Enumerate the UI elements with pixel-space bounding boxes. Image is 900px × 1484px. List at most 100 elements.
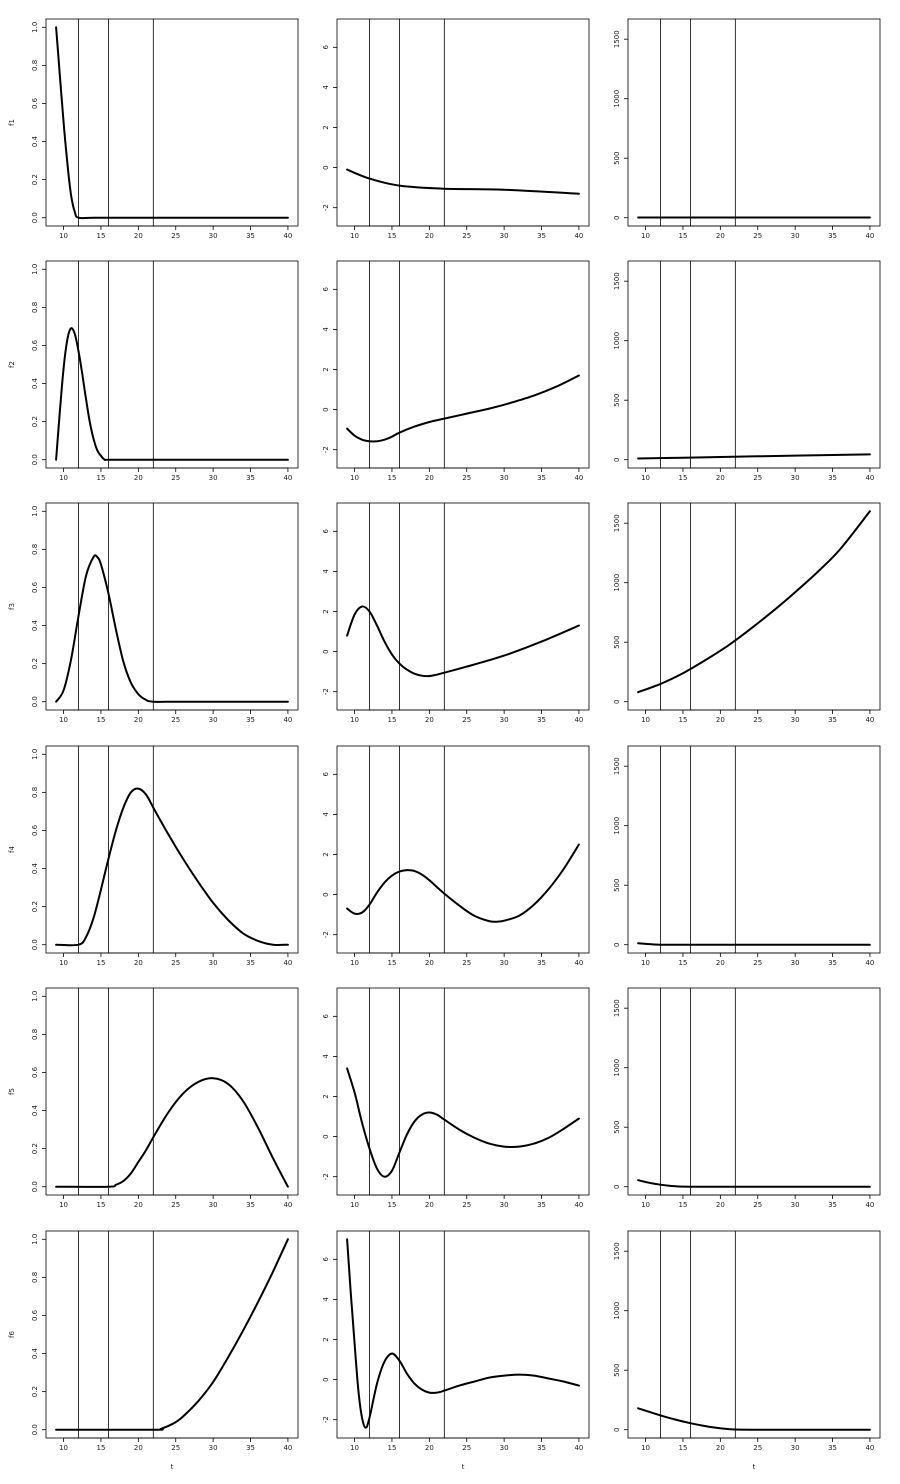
x-tick-label: 30 (500, 1444, 509, 1452)
panel-r2-c3: 10 15 20 25 30 35 40 0 500 1000 1500 (613, 260, 881, 482)
x-tick-label: 30 (209, 474, 218, 482)
y-tick-label: 6 (322, 1257, 330, 1262)
x-tick-label: 25 (753, 1444, 762, 1452)
x-tick-label: 25 (462, 474, 471, 482)
y-tick-label: 1500 (613, 272, 621, 290)
x-tick-label: 40 (574, 1201, 583, 1209)
plot-frame (627, 18, 881, 227)
y-tick-label: 0 (613, 1427, 621, 1431)
y-tick-label: 0.8 (31, 544, 39, 555)
y-tick-label: 2 (322, 1337, 330, 1341)
y-tick-label: 1500 (613, 999, 621, 1017)
x-tick-label: 30 (500, 1201, 509, 1209)
y-tick-label: 500 (613, 636, 621, 649)
y-tick-label: 0.4 (31, 135, 39, 147)
y-tick-label: 1000 (613, 574, 621, 592)
y-tick-label: 1500 (613, 1242, 621, 1260)
series-line-f1-col2 (346, 168, 580, 195)
y-tick-label: 0.6 (31, 1066, 39, 1078)
x-tick-label: 20 (716, 1201, 725, 1209)
y-tick-label: 1500 (613, 514, 621, 532)
x-axis-label: t (171, 1463, 174, 1471)
y-tick-label: 0 (613, 457, 621, 461)
x-tick-label: 10 (350, 1201, 359, 1209)
x-tick-label: 35 (537, 232, 546, 240)
panel-r1-c3: 10 15 20 25 30 35 40 0 500 1000 1500 (613, 18, 881, 240)
y-tick-label: 6 (322, 45, 330, 50)
y-tick-label: 0.0 (31, 939, 39, 950)
x-tick-label: 10 (641, 716, 650, 724)
x-tick-label: 40 (865, 716, 874, 724)
y-tick-label: 1.0 (31, 506, 39, 517)
y-tick-label: 0.0 (31, 454, 39, 465)
y-tick-label: -2 (322, 204, 330, 211)
x-tick-label: 40 (865, 959, 874, 967)
y-tick-label: 0.6 (31, 824, 39, 836)
x-tick-label: 40 (865, 232, 874, 240)
x-tick-label: 35 (537, 1201, 546, 1209)
x-tick-label: 35 (246, 474, 255, 482)
y-tick-label: 0.8 (31, 787, 39, 798)
x-tick-label: 40 (574, 1444, 583, 1452)
panel-r3-c3: 10 15 20 25 30 35 40 0 500 1000 1500 (613, 502, 881, 724)
series-line-f5-col2 (346, 1067, 580, 1178)
y-tick-label: 4 (322, 1297, 330, 1302)
x-tick-label: 35 (246, 232, 255, 240)
x-tick-label: 35 (246, 1444, 255, 1452)
y-tick-label: 6 (322, 287, 330, 292)
x-tick-label: 15 (678, 474, 687, 482)
y-tick-label: 4 (322, 812, 330, 817)
x-tick-label: 20 (134, 232, 143, 240)
plot-frame (45, 18, 299, 227)
x-tick-label: 25 (753, 716, 762, 724)
x-tick-label: 30 (500, 474, 509, 482)
x-tick-label: 40 (283, 716, 292, 724)
y-tick-label: 0 (322, 1377, 330, 1381)
y-tick-label: 1000 (613, 332, 621, 350)
series-line-f5-col3 (637, 1179, 871, 1188)
x-tick-label: 20 (425, 1444, 434, 1452)
x-tick-label: 35 (828, 1444, 837, 1452)
y-tick-label: 0.2 (31, 416, 39, 427)
x-tick-label: 40 (283, 232, 292, 240)
panel-r2-c1: 10 15 20 25 30 35 40 0.0 0.2 0.4 0.6 0.8 1.0 f2 (8, 260, 299, 482)
x-tick-label: 25 (753, 232, 762, 240)
y-tick-label: 1.0 (31, 264, 39, 275)
y-tick-label: 0 (613, 699, 621, 703)
x-tick-label: 25 (462, 959, 471, 967)
x-tick-label: 15 (96, 1444, 105, 1452)
x-tick-label: 30 (209, 716, 218, 724)
series-line-f6-col3 (637, 1407, 871, 1431)
x-tick-label: 10 (59, 959, 68, 967)
x-tick-label: 20 (425, 232, 434, 240)
y-tick-label: 2 (322, 609, 330, 613)
y-tick-label: 0.8 (31, 302, 39, 313)
x-tick-label: 25 (171, 474, 180, 482)
x-tick-label: 15 (678, 1444, 687, 1452)
y-tick-label: 0.6 (31, 97, 39, 109)
y-tick-label: 0.2 (31, 658, 39, 669)
series-line-f1-col1 (55, 26, 289, 220)
x-tick-label: 10 (350, 1444, 359, 1452)
x-tick-label: 10 (350, 959, 359, 967)
x-tick-label: 20 (716, 232, 725, 240)
plot-frame (336, 1230, 590, 1439)
y-tick-label: 2 (322, 1094, 330, 1098)
x-tick-label: 15 (678, 959, 687, 967)
x-tick-label: 40 (283, 959, 292, 967)
x-tick-label: 30 (209, 959, 218, 967)
plot-frame (336, 745, 590, 954)
plot-frame (45, 987, 299, 1196)
panel-r3-c2: 10 15 20 25 30 35 40 -2 0 2 4 6 (322, 502, 590, 724)
x-tick-label: 15 (387, 959, 396, 967)
x-tick-label: 30 (791, 1201, 800, 1209)
panel-r1-c2: 10 15 20 25 30 35 40 -2 0 2 4 6 (322, 18, 590, 240)
y-tick-label: 1000 (613, 90, 621, 108)
panel-r4-c3: 10 15 20 25 30 35 40 0 500 1000 1500 (613, 745, 881, 967)
panel-r2-c2: 10 15 20 25 30 35 40 -2 0 2 4 6 (322, 260, 590, 482)
plot-frame (336, 260, 590, 469)
x-tick-label: 40 (865, 474, 874, 482)
y-axis-label: f5 (8, 1088, 16, 1095)
x-tick-label: 30 (791, 232, 800, 240)
y-tick-label: 1500 (613, 30, 621, 48)
